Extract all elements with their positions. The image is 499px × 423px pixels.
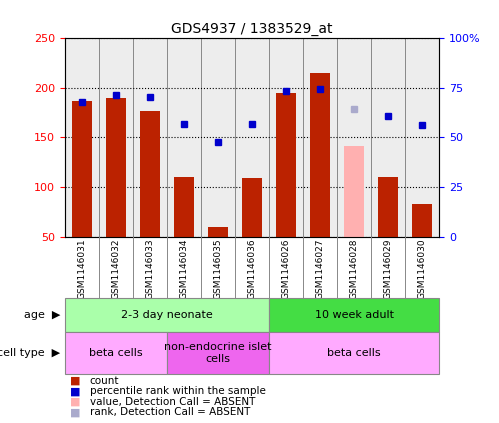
Bar — [133, 38, 167, 237]
Bar — [303, 38, 337, 237]
Text: beta cells: beta cells — [89, 348, 143, 358]
Bar — [269, 38, 303, 237]
Text: value, Detection Call = ABSENT: value, Detection Call = ABSENT — [90, 397, 255, 407]
Text: ■: ■ — [70, 407, 80, 418]
Text: GSM1146031: GSM1146031 — [77, 239, 86, 299]
Text: count: count — [90, 376, 119, 386]
Text: GSM1146032: GSM1146032 — [111, 239, 120, 299]
Bar — [201, 38, 235, 237]
Text: ■: ■ — [70, 397, 80, 407]
Text: non-endocrine islet
cells: non-endocrine islet cells — [164, 342, 272, 364]
Text: GSM1146036: GSM1146036 — [248, 239, 256, 299]
Bar — [208, 227, 228, 237]
Title: GDS4937 / 1383529_at: GDS4937 / 1383529_at — [171, 22, 333, 36]
Text: beta cells: beta cells — [327, 348, 381, 358]
Text: age  ▶: age ▶ — [23, 310, 60, 320]
Bar — [65, 38, 99, 237]
Text: percentile rank within the sample: percentile rank within the sample — [90, 386, 265, 396]
Bar — [269, 298, 439, 332]
Bar — [140, 111, 160, 237]
Bar — [269, 332, 439, 374]
Text: ■: ■ — [70, 376, 80, 386]
Text: GSM1146034: GSM1146034 — [180, 239, 189, 299]
Bar — [106, 98, 126, 237]
Bar — [65, 298, 269, 332]
Text: 2-3 day neonate: 2-3 day neonate — [121, 310, 213, 320]
Text: GSM1146028: GSM1146028 — [350, 239, 359, 299]
Bar — [65, 332, 167, 374]
Bar — [167, 38, 201, 237]
Bar — [99, 38, 133, 237]
Bar — [378, 177, 398, 237]
Text: ■: ■ — [70, 386, 80, 396]
Text: cell type  ▶: cell type ▶ — [0, 348, 60, 358]
Text: GSM1146026: GSM1146026 — [281, 239, 290, 299]
Bar — [371, 38, 405, 237]
Text: GSM1146027: GSM1146027 — [315, 239, 324, 299]
Bar — [412, 204, 432, 237]
Bar — [337, 38, 371, 237]
Text: GSM1146033: GSM1146033 — [145, 239, 154, 299]
Bar — [310, 73, 330, 237]
Text: rank, Detection Call = ABSENT: rank, Detection Call = ABSENT — [90, 407, 250, 418]
Bar — [344, 146, 364, 237]
Bar — [405, 38, 439, 237]
Text: GSM1146029: GSM1146029 — [384, 239, 393, 299]
Bar — [167, 332, 269, 374]
Bar — [242, 178, 262, 237]
Text: GSM1146035: GSM1146035 — [214, 239, 223, 299]
Bar — [276, 93, 296, 237]
Text: 10 week adult: 10 week adult — [314, 310, 394, 320]
Bar — [235, 38, 269, 237]
Bar — [174, 177, 194, 237]
Bar — [72, 101, 92, 237]
Text: GSM1146030: GSM1146030 — [418, 239, 427, 299]
